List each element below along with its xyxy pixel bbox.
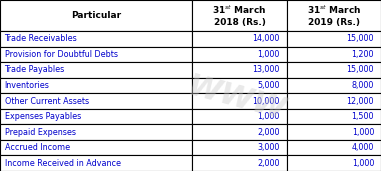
Text: 1,000: 1,000 (258, 112, 280, 121)
Bar (287, 78, 381, 93)
Bar (287, 109, 381, 124)
Text: Trade Payables: Trade Payables (5, 65, 65, 74)
Bar (0, 0, 192, 31)
Text: 1,000: 1,000 (352, 159, 374, 168)
Text: 31$^{st}$ March
2018 (Rs.): 31$^{st}$ March 2018 (Rs.) (212, 4, 267, 27)
Text: Other Current Assets: Other Current Assets (5, 97, 89, 106)
Bar (287, 140, 381, 155)
Text: WWW: WWW (184, 72, 289, 126)
Text: 1,000: 1,000 (352, 128, 374, 137)
Bar (287, 124, 381, 140)
Text: Provision for Doubtful Debts: Provision for Doubtful Debts (5, 50, 118, 59)
Bar (287, 0, 381, 31)
Text: 2,000: 2,000 (257, 128, 280, 137)
Bar (287, 62, 381, 78)
Text: 14,000: 14,000 (253, 34, 280, 43)
Bar (192, 0, 287, 31)
Bar (287, 155, 381, 171)
Text: 1,500: 1,500 (352, 112, 374, 121)
Bar (287, 93, 381, 109)
Bar (0, 62, 192, 78)
Bar (192, 93, 287, 109)
Bar (0, 31, 192, 47)
Text: 10,000: 10,000 (253, 97, 280, 106)
Text: 2,000: 2,000 (257, 159, 280, 168)
Text: 4,000: 4,000 (352, 143, 374, 152)
Bar (0, 78, 192, 93)
Text: 12,000: 12,000 (347, 97, 374, 106)
Text: 13,000: 13,000 (253, 65, 280, 74)
Text: 5,000: 5,000 (257, 81, 280, 90)
Text: 1,200: 1,200 (352, 50, 374, 59)
Bar (192, 140, 287, 155)
Bar (192, 124, 287, 140)
Text: Income Received in Advance: Income Received in Advance (5, 159, 120, 168)
Bar (192, 78, 287, 93)
Bar (0, 47, 192, 62)
Bar (287, 31, 381, 47)
Text: 3,000: 3,000 (258, 143, 280, 152)
Text: Trade Receivables: Trade Receivables (5, 34, 77, 43)
Bar (0, 93, 192, 109)
Bar (0, 140, 192, 155)
Text: Expenses Payables: Expenses Payables (5, 112, 81, 121)
Text: Particular: Particular (71, 11, 121, 20)
Bar (0, 124, 192, 140)
Bar (192, 109, 287, 124)
Text: Prepaid Expenses: Prepaid Expenses (5, 128, 75, 137)
Bar (192, 47, 287, 62)
Bar (192, 31, 287, 47)
Bar (192, 62, 287, 78)
Text: 1,000: 1,000 (258, 50, 280, 59)
Text: Accrued Income: Accrued Income (5, 143, 70, 152)
Bar (192, 155, 287, 171)
Bar (0, 109, 192, 124)
Text: 15,000: 15,000 (347, 65, 374, 74)
Text: 8,000: 8,000 (352, 81, 374, 90)
Text: 31$^{st}$ March
2019 (Rs.): 31$^{st}$ March 2019 (Rs.) (307, 4, 361, 27)
Text: Inventories: Inventories (5, 81, 50, 90)
Bar (0, 155, 192, 171)
Bar (287, 47, 381, 62)
Text: 15,000: 15,000 (347, 34, 374, 43)
